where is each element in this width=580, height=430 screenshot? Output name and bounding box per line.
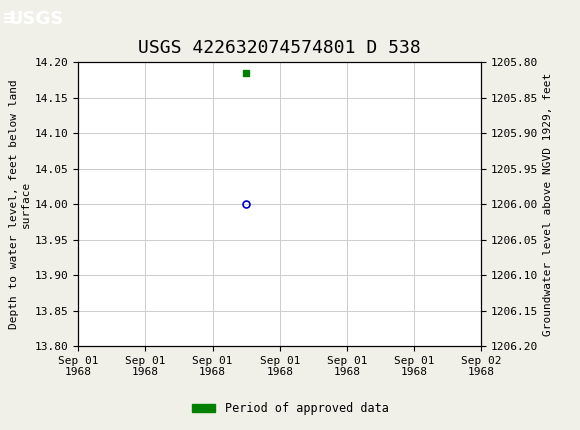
Y-axis label: Groundwater level above NGVD 1929, feet: Groundwater level above NGVD 1929, feet [542,73,553,336]
Legend: Period of approved data: Period of approved data [187,397,393,420]
Title: USGS 422632074574801 D 538: USGS 422632074574801 D 538 [139,39,421,57]
Y-axis label: Depth to water level, feet below land
surface: Depth to water level, feet below land su… [9,80,31,329]
Text: USGS: USGS [9,10,64,28]
Text: ≡: ≡ [1,10,16,28]
